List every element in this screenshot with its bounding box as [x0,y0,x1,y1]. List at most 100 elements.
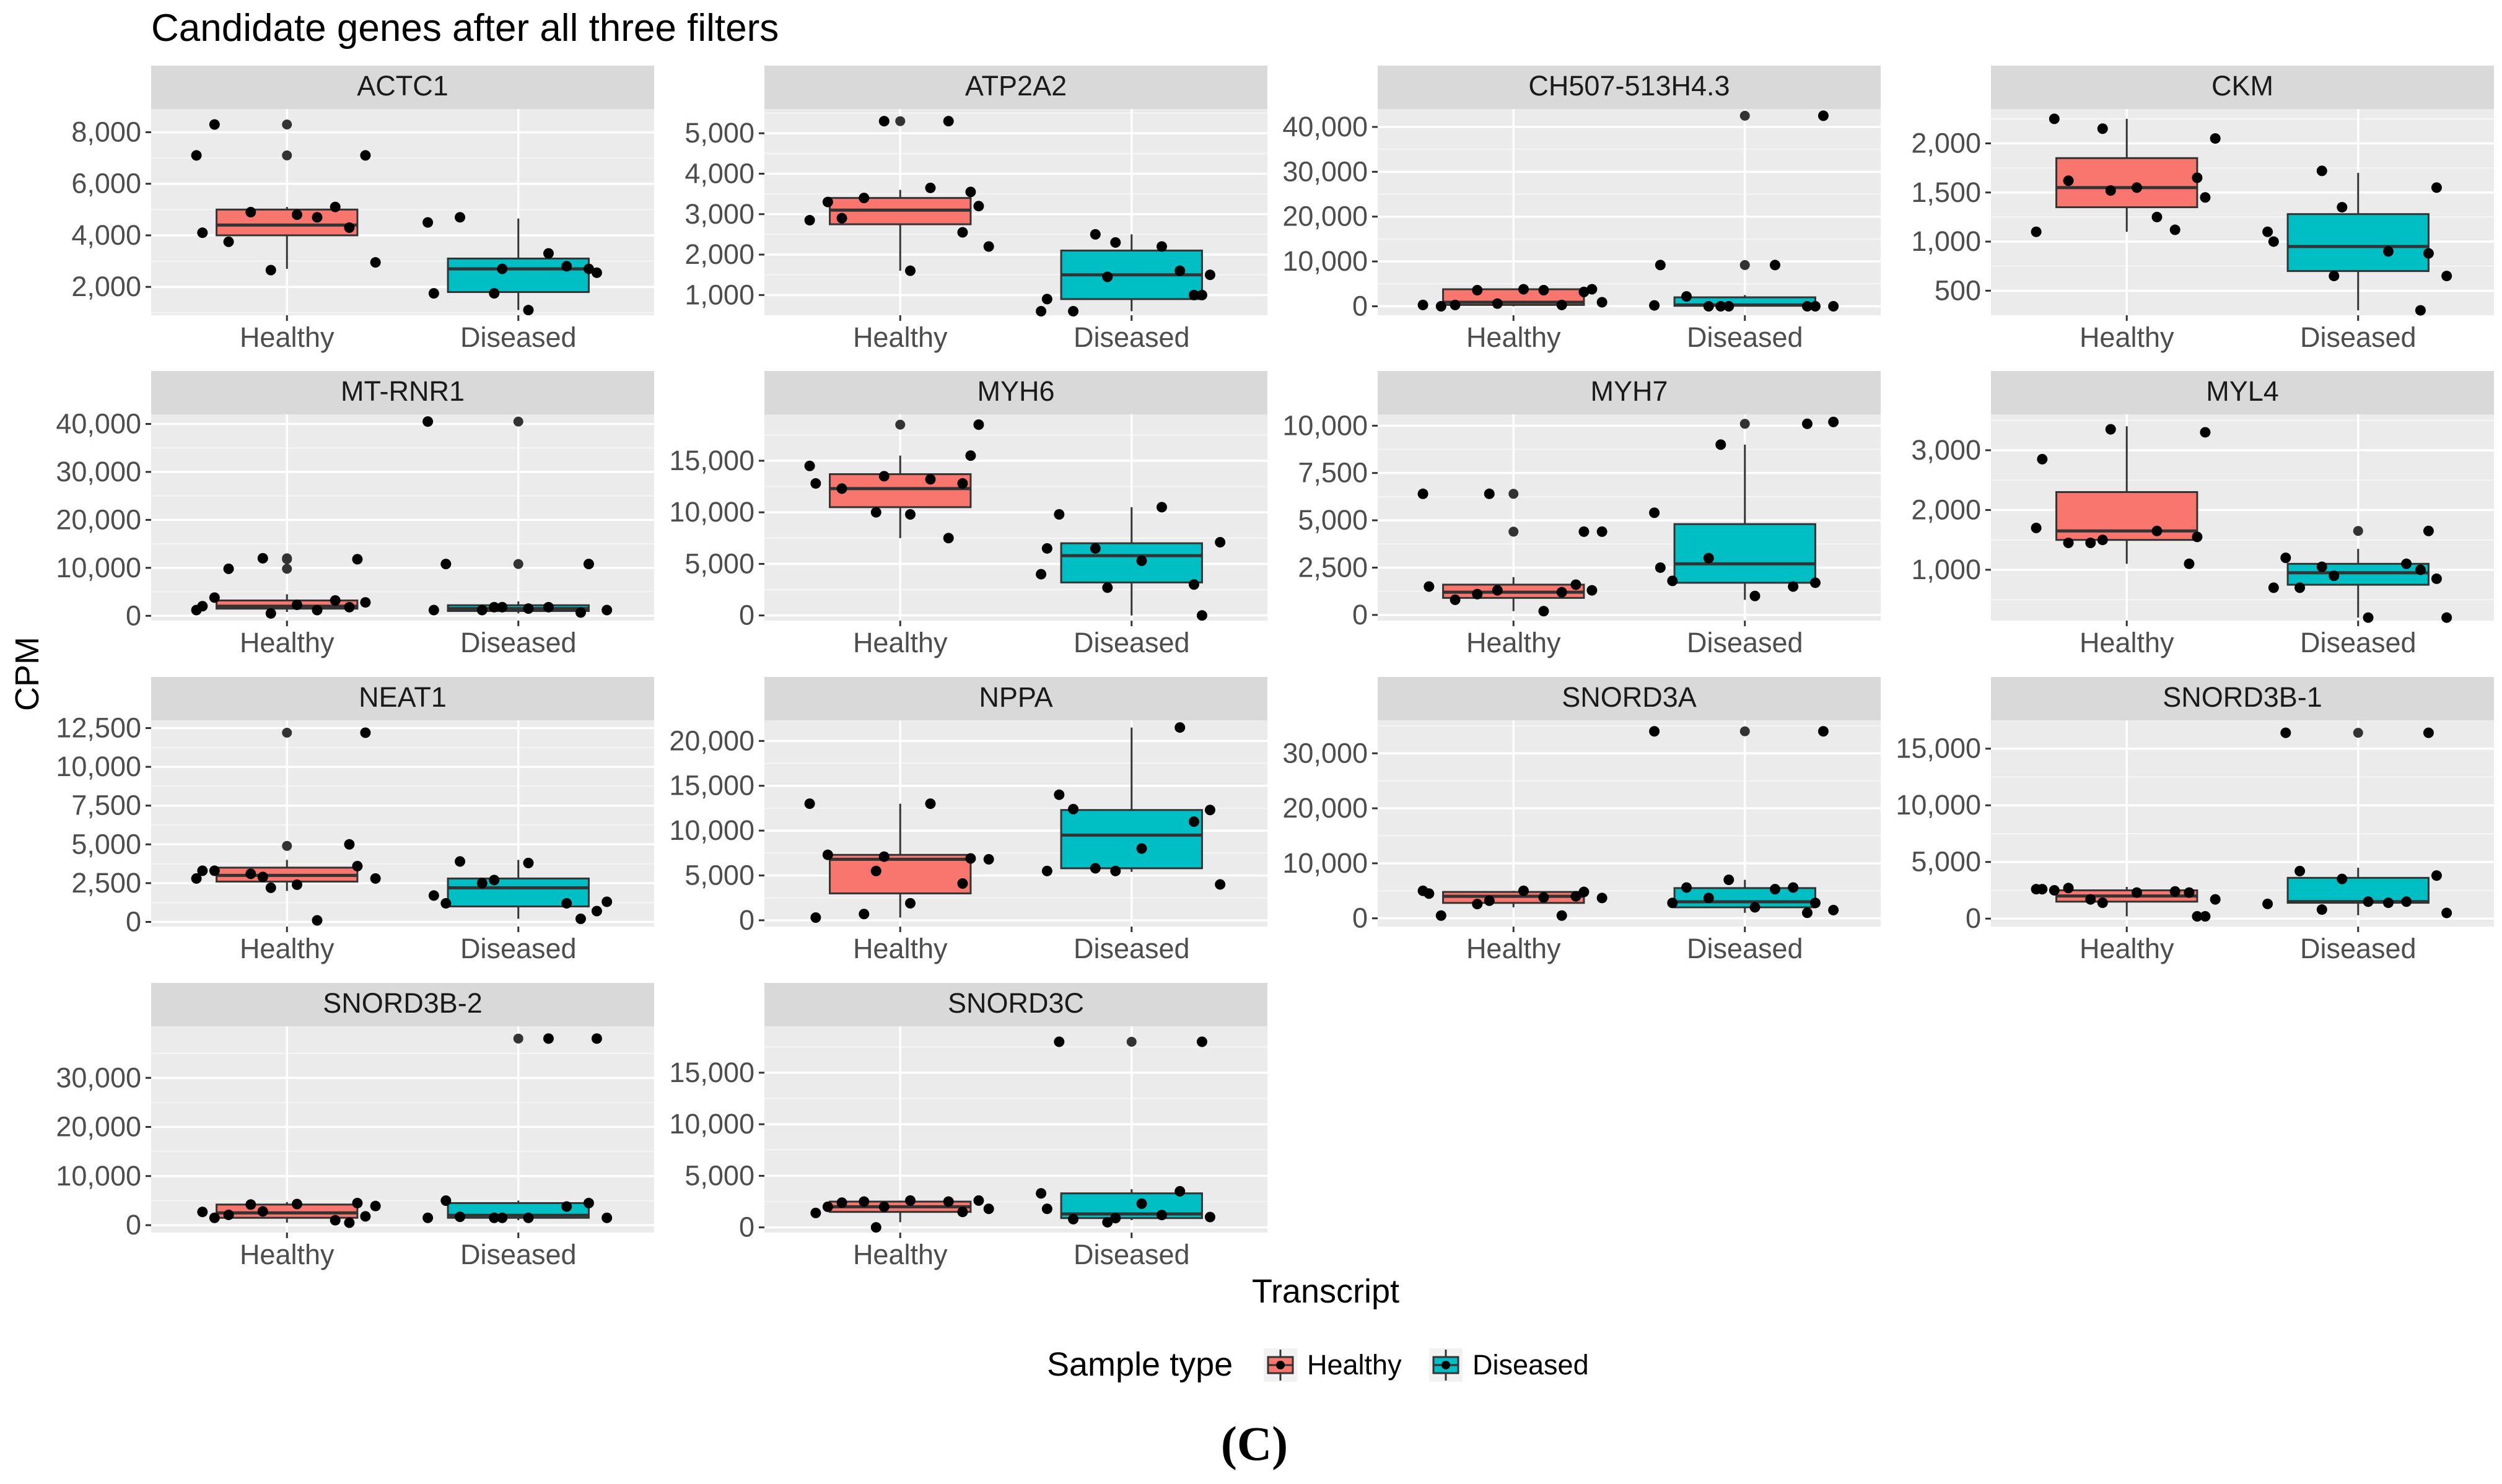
y-tick-label: 40,000 [56,408,141,439]
y-tick-label: 0 [1352,902,1368,934]
diseased-data-point [591,906,602,917]
diseased-data-point [1041,294,1052,305]
diseased-data-point [1769,260,1780,271]
diseased-outlier [1739,260,1750,270]
healthy-box [829,473,972,508]
y-tick-label: 10,000 [669,1108,755,1140]
healthy-data-point [2184,887,2195,898]
y-tick-label: 2,000 [71,271,141,302]
healthy-data-point [245,868,256,879]
y-tick-label: 7,500 [1298,457,1368,489]
panel-label: (C) [1221,1416,1288,1470]
y-tick-label: 0 [739,904,755,936]
healthy-data-point [870,865,881,876]
healthy-data-point [257,871,268,883]
y-tick-label: 20,000 [669,725,755,756]
facet-strip [151,677,654,720]
healthy-data-point [1578,886,1590,897]
healthy-data-point [1570,891,1581,902]
x-tick-label: Healthy [1466,933,1561,964]
healthy-data-point [804,215,815,226]
healthy-data-point [1424,581,1435,592]
healthy-data-point [312,605,323,616]
healthy-data-point [973,419,984,430]
healthy-data-point [1538,892,1549,903]
y-tick-label: 1,000 [685,279,755,310]
y-tick-label: 0 [126,1209,141,1241]
healthy-data-point [257,552,268,564]
diseased-data-point [1655,260,1666,271]
healthy-data-point [1578,526,1590,537]
diseased-data-point [1828,904,1839,915]
healthy-data-point [330,201,341,212]
diseased-data-point [2294,865,2306,876]
healthy-box [2055,491,2198,541]
healthy-data-point [983,241,994,252]
healthy-data-point [370,257,381,268]
diseased-data-point [1649,300,1660,311]
diseased-data-point [455,1211,466,1223]
y-tick-label: 30,000 [1282,155,1368,187]
diseased-data-point [1036,569,1047,580]
diseased-data-point [1174,722,1186,733]
y-tick-label: 30,000 [56,456,141,487]
diseased-data-point [1655,562,1666,573]
diseased-data-point [422,217,434,228]
y-tick-label: 2,000 [1911,494,1981,525]
diseased-data-point [489,288,500,299]
healthy-data-point [1435,910,1446,921]
diseased-data-point [523,305,534,316]
diseased-data-point [561,1201,572,1212]
healthy-data-point [2200,192,2211,203]
diseased-data-point [1156,502,1167,513]
healthy-data-point [370,1200,381,1211]
healthy-data-point [1596,297,1607,308]
healthy-data-point [957,878,968,889]
y-tick-label: 5,000 [685,548,755,579]
diseased-data-point [1215,879,1226,890]
facet-strip [1378,371,1881,414]
facet-strip [151,371,654,414]
x-tick-label: Healthy [1466,627,1561,658]
healthy-data-point [943,116,954,127]
diseased-data-point [422,1212,434,1223]
healthy-data-point [925,798,936,810]
diseased-data-point [1054,509,1065,520]
x-tick-label: Healthy [2080,933,2174,964]
diseased-data-point [2316,904,2327,915]
y-tick-label: 20,000 [1282,792,1368,824]
healthy-data-point [1518,885,1529,896]
x-axis-title: Transcript [1252,1273,1399,1310]
y-tick-label: 2,000 [1911,128,1981,159]
diseased-data-point [497,601,508,613]
healthy-data-point [2037,453,2048,465]
diseased-data-point [440,559,452,570]
y-tick-label: 1,000 [1911,225,1981,257]
healthy-data-point [2210,894,2221,905]
y-tick-label: 10,000 [1282,245,1368,277]
healthy-data-point [957,478,968,489]
facet-nppa: NPPA 0 5,000 10,000 15,000 20,000 Healthy Disea… [669,677,1267,964]
healthy-data-point [1450,594,1461,605]
facet-atp2a2: ATP2A2 1,000 2,000 3,000 4,000 5,000 Healthy Di… [685,66,1267,353]
y-tick-label: 2,500 [71,867,141,899]
y-tick-label: 500 [1935,274,1981,306]
diseased-data-point [1828,416,1839,427]
y-tick-label: 1,500 [1911,177,1981,208]
diseased-data-point [2280,727,2291,738]
facet-label: CH507-513H4.3 [1528,70,1730,102]
diseased-box [1673,523,1816,584]
healthy-data-point [1435,301,1446,312]
facet-strip [764,66,1267,109]
x-tick-label: Diseased [1687,933,1803,964]
healthy-data-point [1570,579,1581,590]
x-tick-label: Diseased [2300,933,2417,964]
healthy-data-point [1538,284,1549,295]
diseased-data-point [1801,418,1813,429]
healthy-data-point [2097,123,2108,134]
healthy-data-point [209,592,220,603]
healthy-data-point [2049,884,2060,896]
facet-label: SNORD3B-2 [323,987,483,1019]
diseased-data-point [455,856,466,867]
facet-mt-rnr1: MT-RNR1 0 10,000 20,000 30,000 40,000 Healthy D… [56,371,654,658]
